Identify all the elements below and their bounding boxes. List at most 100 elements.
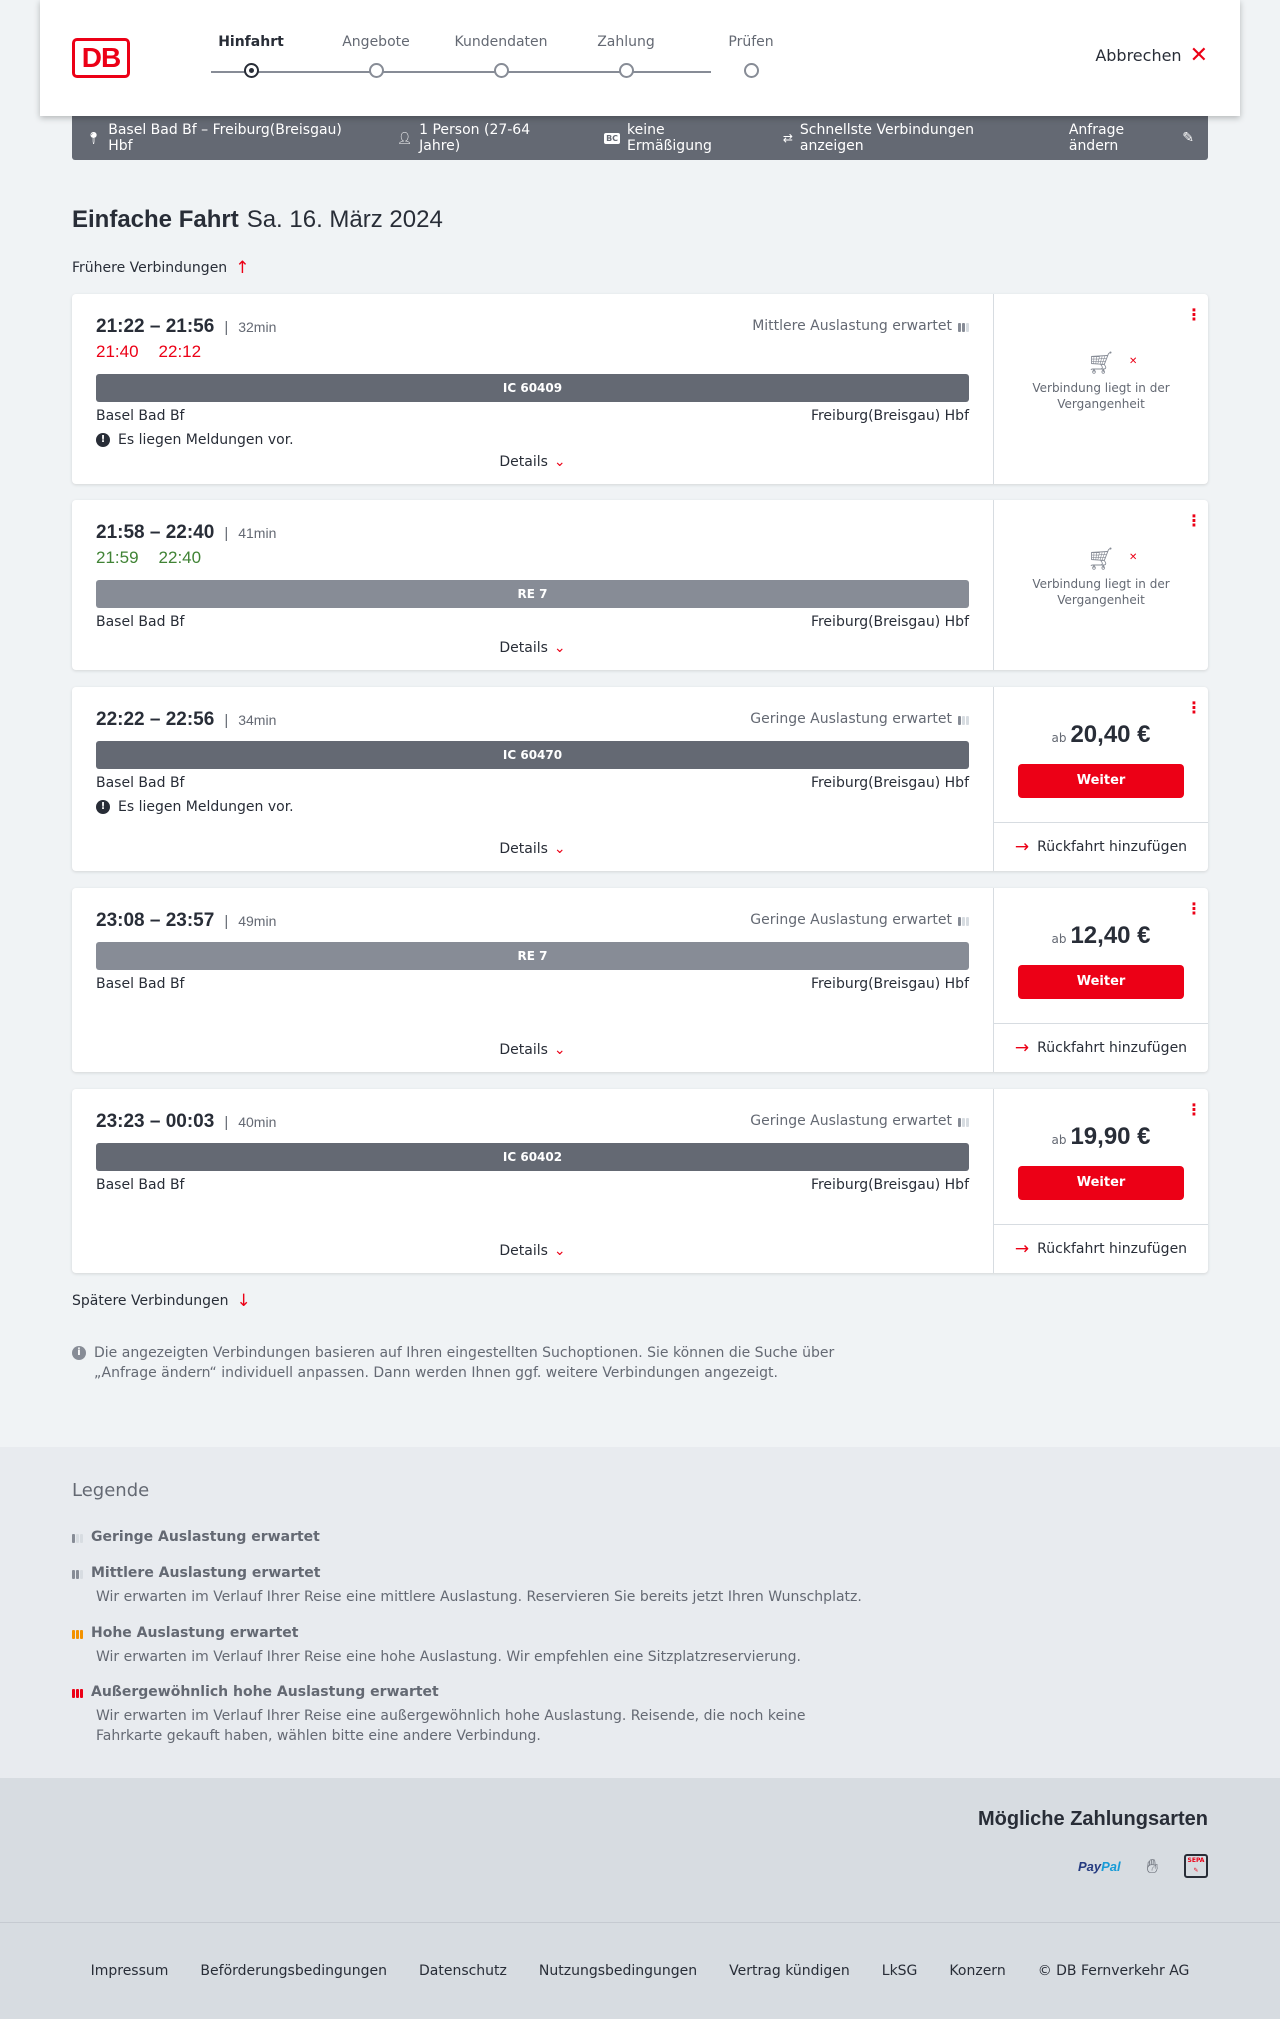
swap-icon: ⇄ <box>782 131 793 145</box>
add-return-trip-button[interactable]: → Rückfahrt hinzufügen <box>994 1023 1208 1072</box>
train-bar[interactable]: IC 60409 <box>96 374 969 402</box>
details-toggle[interactable]: Details ⌄ <box>72 1042 993 1058</box>
legend-item-high: Hohe Auslastung erwartet Wir erwarten im… <box>72 1625 872 1667</box>
info-icon: i <box>72 1346 86 1360</box>
legend-item-title: Geringe Auslastung erwartet <box>91 1529 320 1545</box>
price-value: 12,40 € <box>1070 922 1151 949</box>
continue-button[interactable]: Weiter <box>1018 764 1184 798</box>
fastest-text: Schnellste Verbindungen anzeigen <box>799 122 974 154</box>
notice-text: Es liegen Meldungen vor. <box>118 432 294 448</box>
legend-item-title: Außergewöhnlich hohe Auslastung erwartet <box>91 1684 439 1700</box>
search-options-note: i Die angezeigten Verbindungen basieren a… <box>72 1343 852 1383</box>
footer-link-vertrag-kuendigen[interactable]: Vertrag kündigen <box>729 1963 850 1979</box>
separator: | <box>224 712 229 729</box>
search-summary-bar: 📍︎ Basel Bad Bf – Freiburg(Breisgau) Hbf … <box>72 116 1208 160</box>
cancel-button[interactable]: Abbrechen ✕ <box>1095 44 1208 66</box>
arrow-down-icon: ↓ <box>236 1291 251 1311</box>
more-options-icon[interactable]: ⋮ <box>1186 1100 1202 1119</box>
continue-button[interactable]: Weiter <box>1018 1166 1184 1200</box>
footer-link-befoerderungsbedingungen[interactable]: Beförderungsbedingungen <box>200 1963 387 1979</box>
train-bar[interactable]: RE 7 <box>96 580 969 608</box>
route-info: 📍︎ Basel Bad Bf – Freiburg(Breisgau) Hbf <box>86 122 365 154</box>
footer-link-konzern[interactable]: Konzern <box>949 1963 1006 1979</box>
credit-card-icon: ✋︎ <box>1146 1854 1158 1878</box>
step-kundendaten: Kundendaten <box>451 34 551 78</box>
chevron-down-icon: ⌄ <box>553 841 566 857</box>
occupancy-text: Geringe Auslastung erwartet <box>750 1113 952 1129</box>
details-label: Details <box>499 454 548 470</box>
occupancy-medium-icon <box>958 320 969 332</box>
train-bar[interactable]: RE 7 <box>96 942 969 970</box>
step-dot <box>744 63 759 78</box>
connection-times: 21:22 – 21:56 <box>96 316 215 337</box>
return-label: Rückfahrt hinzufügen <box>1037 839 1188 855</box>
change-request-label: Anfrage ändern <box>1068 122 1125 154</box>
more-options-icon[interactable]: ⋮ <box>1186 899 1202 918</box>
return-label: Rückfahrt hinzufügen <box>1037 1040 1188 1056</box>
past-status-text: Verbindung liegt in der Vergangenheit <box>1032 381 1170 411</box>
connection-times: 23:23 – 00:03 <box>96 1111 215 1132</box>
details-toggle[interactable]: Details ⌄ <box>72 454 993 470</box>
price-value: 20,40 € <box>1070 721 1151 748</box>
occupancy-text: Mittlere Auslastung erwartet <box>752 318 952 334</box>
occupancy-low-icon <box>958 1115 969 1127</box>
step-label: Kundendaten <box>454 34 548 50</box>
price-prefix: ab <box>1051 731 1067 745</box>
continue-button[interactable]: Weiter <box>1018 965 1184 999</box>
departure-station: Basel Bad Bf <box>96 408 185 424</box>
person-icon: 👤︎ <box>396 131 413 145</box>
footer-link-impressum[interactable]: Impressum <box>90 1963 169 1979</box>
details-toggle[interactable]: Details ⌄ <box>72 640 993 656</box>
add-return-trip-button[interactable]: → Rückfahrt hinzufügen <box>994 1224 1208 1273</box>
occupancy-high-icon <box>72 1627 83 1639</box>
connection-times: 23:08 – 23:57 <box>96 910 215 931</box>
price: ab 19,90 € <box>994 1123 1208 1151</box>
step-label: Zahlung <box>597 34 655 50</box>
pencil-icon: ✎ <box>1182 130 1194 146</box>
legend-item-exceptional: Außergewöhnlich hohe Auslastung erwartet… <box>72 1684 872 1746</box>
cart-unavailable-icon: 🛒︎ ✕ <box>1087 351 1138 376</box>
train-bar[interactable]: IC 60470 <box>96 741 969 769</box>
step-angebote: Angebote <box>326 34 426 78</box>
step-hinfahrt[interactable]: Hinfahrt <box>201 34 301 78</box>
connection-card: 23:23 – 00:03 | 40min Geringe Auslastung e… <box>72 1089 1208 1273</box>
step-pruefen: Prüfen <box>701 34 801 78</box>
db-logo[interactable]: DB <box>72 38 130 78</box>
change-request-button[interactable]: Anfrage ändern ✎ <box>1069 122 1194 154</box>
footer-copyright: © DB Fernverkehr AG <box>1037 1963 1190 1979</box>
details-toggle[interactable]: Details ⌄ <box>72 1243 993 1259</box>
more-options-icon[interactable]: ⋮ <box>1186 511 1202 530</box>
details-label: Details <box>499 841 548 857</box>
add-return-trip-button[interactable]: → Rückfahrt hinzufügen <box>994 822 1208 871</box>
footer-link-nutzungsbedingungen[interactable]: Nutzungsbedingungen <box>538 1963 698 1979</box>
realtime-departure: 21:40 <box>96 342 139 361</box>
departure-station: Basel Bad Bf <box>96 1177 185 1193</box>
fastest-connections-toggle[interactable]: ⇄ Schnellste Verbindungen anzeigen <box>783 122 1037 154</box>
occupancy-low-icon <box>958 713 969 725</box>
occupancy-info: Mittlere Auslastung erwartet <box>752 318 969 334</box>
arrow-up-icon: ↑ <box>235 258 250 278</box>
details-toggle[interactable]: Details ⌄ <box>72 841 993 857</box>
chevron-down-icon: ⌄ <box>553 1243 566 1259</box>
chevron-down-icon: ⌄ <box>553 1042 566 1058</box>
train-bar[interactable]: IC 60402 <box>96 1143 969 1171</box>
discount-text: keine Ermäßigung <box>627 122 712 154</box>
realtime-arrival: 22:12 <box>158 342 202 361</box>
separator: | <box>224 913 229 930</box>
chevron-down-icon: ⌄ <box>553 640 566 656</box>
occupancy-low-icon <box>958 914 969 926</box>
price-prefix: ab <box>1051 1133 1067 1147</box>
footer-link-datenschutz[interactable]: Datenschutz <box>418 1963 507 1979</box>
earlier-connections-link[interactable]: Frühere Verbindungen ↑ <box>72 258 249 278</box>
later-connections-link[interactable]: Spätere Verbindungen ↓ <box>72 1291 251 1311</box>
more-options-icon[interactable]: ⋮ <box>1186 698 1202 717</box>
step-dot <box>619 63 634 78</box>
arrival-station: Freiburg(Breisgau) Hbf <box>810 1177 969 1193</box>
duration: 49min <box>238 913 277 929</box>
more-options-icon[interactable]: ⋮ <box>1186 305 1202 324</box>
occupancy-info: Geringe Auslastung erwartet <box>750 912 969 928</box>
departure-station: Basel Bad Bf <box>96 775 185 791</box>
footer-link-lksg[interactable]: LkSG <box>881 1963 918 1979</box>
cancel-label: Abbrechen <box>1095 46 1182 65</box>
connection-card: 22:22 – 22:56 | 34min Geringe Auslastung e… <box>72 687 1208 871</box>
